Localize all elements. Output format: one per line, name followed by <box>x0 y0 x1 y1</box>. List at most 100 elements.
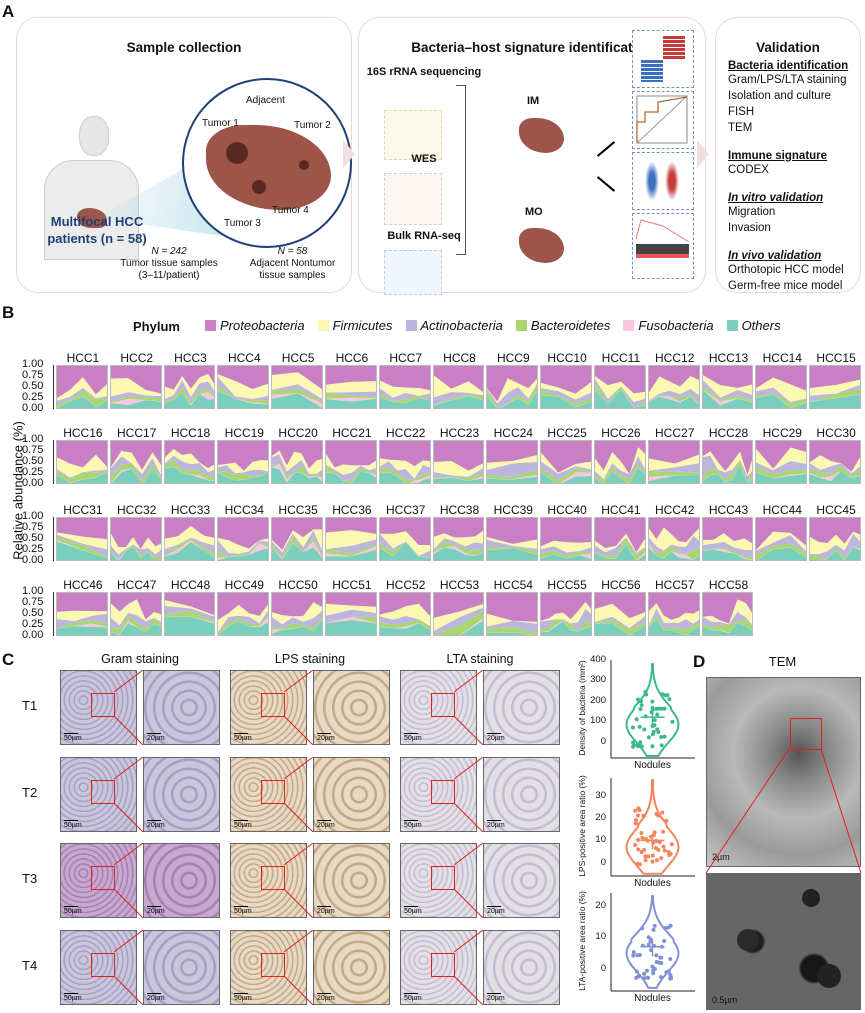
legend-label: Fusobacteria <box>638 318 714 333</box>
abundance-area-chart <box>217 592 270 636</box>
area-others <box>164 466 215 483</box>
area-firmicutes <box>648 527 699 551</box>
area-firmicutes <box>433 375 484 398</box>
area-proteobacteria <box>541 366 591 394</box>
patient-label: HCC22 <box>386 426 426 440</box>
area-bacteroidetes <box>541 619 591 632</box>
area-fusobacteria <box>541 553 591 559</box>
area-actinobacteria <box>433 392 484 405</box>
area-actinobacteria <box>57 613 107 629</box>
sample-collection-title: Sample collection <box>126 40 242 55</box>
abundance-area-chart <box>540 592 592 636</box>
data-point <box>643 858 648 863</box>
data-point <box>661 829 666 834</box>
bacteria-icon <box>384 110 442 160</box>
area-others <box>487 632 533 635</box>
flow-arrow-1 <box>343 140 355 168</box>
area-proteobacteria <box>702 593 753 624</box>
area-actinobacteria <box>595 378 645 408</box>
area-actinobacteria <box>326 609 376 623</box>
area-actinobacteria <box>272 454 322 477</box>
area-actinobacteria <box>541 608 591 632</box>
patient-label: HCC47 <box>117 578 157 592</box>
area-bacteroidetes <box>487 470 538 480</box>
data-point <box>656 960 661 965</box>
violin-outline <box>625 663 680 757</box>
area-proteobacteria <box>487 441 538 463</box>
abundance-area-chart <box>56 592 108 636</box>
barplot-thumbnail <box>632 30 694 88</box>
data-point <box>642 971 647 976</box>
abundance-area-chart <box>163 365 216 409</box>
stain-column-title: LTA staining <box>446 652 514 666</box>
area-firmicutes <box>702 375 753 398</box>
area-bacteroidetes <box>648 470 699 477</box>
zoom-box <box>261 693 285 717</box>
area-proteobacteria <box>702 441 753 476</box>
violin-y-tick: 200 <box>590 694 606 706</box>
scale-bar: 20µm <box>487 820 505 829</box>
validation-item: Gram/LPS/LTA staining <box>728 74 847 86</box>
area-actinobacteria <box>218 465 269 477</box>
scale-bar: 20µm <box>317 733 335 742</box>
scale-bar: 20µm <box>487 906 505 915</box>
area-proteobacteria <box>57 441 107 468</box>
tem-scale-bottom: 0.5µm <box>712 995 738 1005</box>
panel-c-label: C <box>2 650 15 669</box>
area-proteobacteria <box>433 366 484 393</box>
area-actinobacteria <box>272 384 322 402</box>
data-point <box>650 732 655 737</box>
patient-label: HCC12 <box>655 351 695 365</box>
area-others <box>702 464 753 483</box>
abundance-area-chart <box>647 517 700 561</box>
area-actinobacteria <box>702 611 753 628</box>
area-firmicutes <box>810 455 860 474</box>
panel-d-label: D <box>693 652 706 671</box>
abundance-area-chart <box>217 440 270 484</box>
patients-line2: patients (n = 58) <box>47 231 147 246</box>
violin-y-tick: 20 <box>595 899 606 911</box>
area-firmicutes <box>595 603 645 629</box>
stain-image-high-mag: 20µm <box>483 843 560 918</box>
patient-label: HCC29 <box>762 426 802 440</box>
area-firmicutes <box>702 599 753 626</box>
data-point <box>630 725 635 730</box>
area-others <box>756 394 807 408</box>
data-point <box>668 923 673 928</box>
patient-label: HCC37 <box>386 503 426 517</box>
area-others <box>648 475 699 483</box>
abundance-area-chart <box>701 517 754 561</box>
abundance-area-chart <box>217 365 270 409</box>
y-tick-label: 0.00 <box>22 477 44 489</box>
area-bacteroidetes <box>326 544 376 557</box>
area-proteobacteria <box>272 366 322 390</box>
area-fusobacteria <box>541 471 591 483</box>
area-actinobacteria <box>379 388 430 402</box>
area-actinobacteria <box>164 605 215 621</box>
data-point <box>640 835 645 840</box>
area-bacteroidetes <box>218 470 269 481</box>
area-proteobacteria <box>326 518 376 534</box>
scale-bar: 20µm <box>147 993 165 1002</box>
stain-image-low-mag: 50µm <box>60 757 137 832</box>
data-point <box>653 845 658 850</box>
violin-outline <box>625 779 680 875</box>
violin-x-label: Nodules <box>634 760 671 771</box>
patient-label: HCC39 <box>493 503 533 517</box>
area-firmicutes <box>57 532 107 550</box>
area-bacteroidetes <box>433 610 484 635</box>
area-firmicutes <box>57 610 107 621</box>
area-actinobacteria <box>810 463 860 477</box>
area-actinobacteria <box>164 380 215 402</box>
area-bacteroidetes <box>326 466 376 483</box>
area-firmicutes <box>756 377 807 403</box>
validation-item: Germ-free mice model <box>728 280 843 292</box>
area-others <box>595 623 645 635</box>
area-proteobacteria <box>487 366 538 402</box>
area-bacteroidetes <box>595 383 645 408</box>
area-actinobacteria <box>379 533 430 558</box>
data-point <box>662 938 667 943</box>
validation-item: Invasion <box>728 222 771 234</box>
patient-label: HCC2 <box>120 351 154 365</box>
area-firmicutes <box>57 377 107 401</box>
